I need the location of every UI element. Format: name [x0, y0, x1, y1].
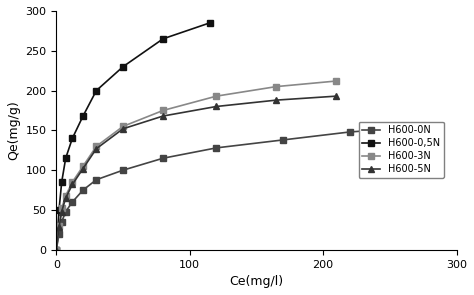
H600-5N: [63, 196, 69, 200]
Line: H600-0N: H600-0N: [54, 126, 399, 253]
H600-3N: [120, 124, 126, 128]
H600-0,5N: [63, 156, 69, 160]
H600-5N: [273, 98, 279, 102]
H600-3N: [214, 94, 219, 98]
H600-0N: [394, 127, 400, 131]
H600-0,5N: [59, 180, 64, 184]
Y-axis label: Qe(mg/g): Qe(mg/g): [7, 101, 20, 160]
H600-0,5N: [207, 21, 213, 25]
H600-0,5N: [80, 114, 86, 118]
H600-0,5N: [120, 65, 126, 68]
H600-5N: [59, 210, 64, 213]
H600-0N: [59, 220, 64, 224]
H600-3N: [273, 85, 279, 88]
H600-0N: [63, 210, 69, 213]
H600-0,5N: [93, 89, 99, 92]
H600-0N: [54, 248, 59, 252]
H600-0N: [160, 156, 166, 160]
H600-5N: [214, 105, 219, 108]
H600-0N: [93, 178, 99, 181]
H600-5N: [70, 183, 75, 186]
H600-5N: [160, 114, 166, 118]
H600-5N: [334, 94, 339, 98]
H600-0,5N: [54, 248, 59, 252]
H600-0N: [56, 232, 62, 236]
H600-5N: [80, 167, 86, 170]
H600-0,5N: [56, 208, 62, 212]
H600-0N: [80, 188, 86, 192]
H600-3N: [160, 109, 166, 112]
H600-3N: [59, 206, 64, 210]
Line: H600-5N: H600-5N: [54, 93, 339, 253]
H600-5N: [93, 147, 99, 150]
H600-5N: [54, 248, 59, 252]
H600-3N: [334, 79, 339, 83]
H600-5N: [56, 226, 62, 229]
H600-0N: [280, 138, 286, 142]
Legend: H600-0N, H600-0,5N, H600-3N, H600-5N: H600-0N, H600-0,5N, H600-3N, H600-5N: [358, 122, 444, 178]
X-axis label: Ce(mg/l): Ce(mg/l): [229, 275, 283, 288]
H600-3N: [70, 180, 75, 184]
H600-3N: [56, 224, 62, 228]
H600-0N: [70, 200, 75, 204]
H600-3N: [93, 145, 99, 148]
H600-0,5N: [70, 137, 75, 140]
H600-5N: [120, 127, 126, 131]
H600-0N: [347, 130, 353, 134]
H600-3N: [54, 248, 59, 252]
H600-0,5N: [160, 37, 166, 41]
H600-0N: [214, 146, 219, 150]
Line: H600-3N: H600-3N: [54, 78, 339, 253]
H600-3N: [63, 194, 69, 197]
H600-0N: [120, 168, 126, 172]
H600-3N: [80, 164, 86, 168]
Line: H600-0,5N: H600-0,5N: [54, 20, 212, 253]
